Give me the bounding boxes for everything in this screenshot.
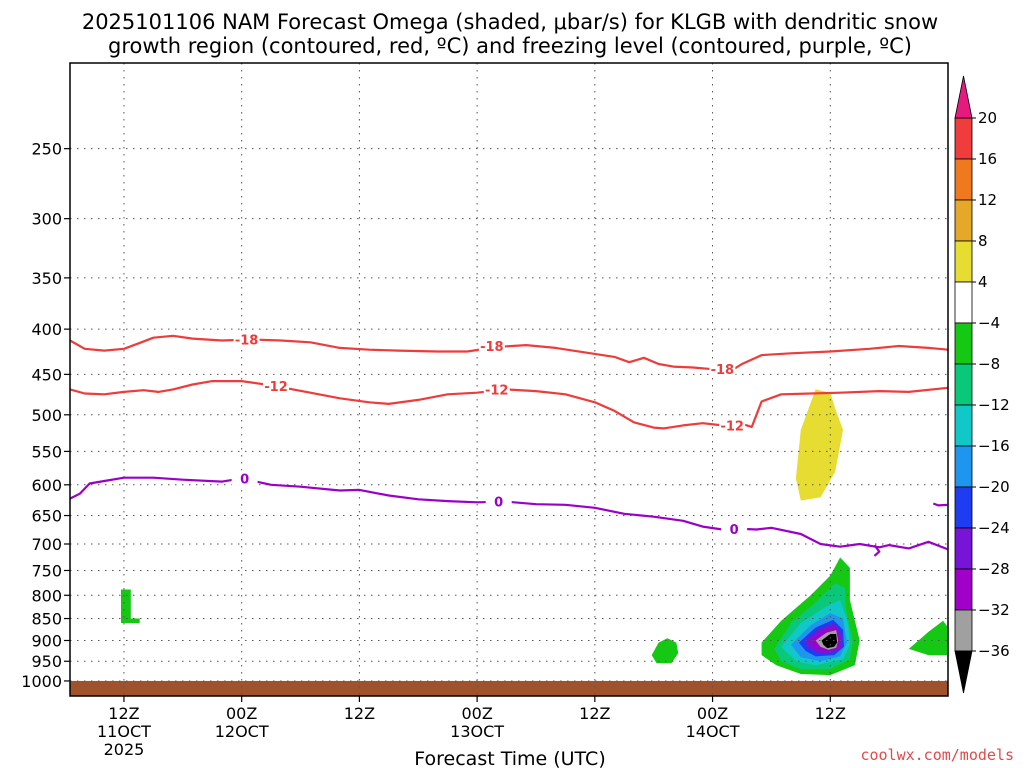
- colorbar-top-arrow: [954, 75, 973, 119]
- colorbar-bin--36-to--32: [954, 609, 973, 652]
- colorbar-tick-label-11: −28: [978, 560, 1010, 578]
- chart-title-line1: 2025101106 NAM Forecast Omega (shaded, μ…: [82, 10, 938, 34]
- freezing-fragment-left: [873, 544, 881, 557]
- colorbar-tick-label-2: 12: [978, 191, 997, 209]
- colorbar-bin-16-to-20: [954, 117, 973, 160]
- freezing-fragment-right: [932, 502, 949, 507]
- colorbar-tick-label-3: 8: [978, 232, 988, 250]
- x-axis-title: Forecast Time (UTC): [414, 748, 605, 768]
- colorbar-bin-4-to-8: [954, 240, 973, 283]
- y-tick-label-500: 500: [31, 406, 62, 425]
- pressure-axis: 250 300 350 400 450 500 550 600 650 700 750 800 850 9…: [21, 140, 70, 691]
- contour-label-dgz-minus18-2: -18: [711, 363, 735, 378]
- gridlines: [70, 63, 948, 696]
- ground-surface: [70, 680, 948, 696]
- omega-region-minus4-patch: [651, 638, 679, 664]
- x-tick-label-60-line2: 14OCT: [686, 722, 740, 741]
- colorbar-tick-label-4: 4: [978, 273, 988, 291]
- omega-region-minus4-right: [908, 620, 948, 656]
- contour-label-bg: [478, 338, 505, 354]
- colorbar-tick-label-6: −8: [978, 355, 1000, 373]
- contour-dgz-minus12: [69, 380, 949, 430]
- contour-dgz-minus18: [69, 334, 949, 372]
- colorbar-bin--16-to--12: [954, 404, 973, 447]
- colorbar-bin--4-to-4: [954, 281, 973, 324]
- contour-label-bg: [709, 361, 736, 377]
- colorbar-tick-label-10: −24: [978, 519, 1010, 537]
- x-tick-label-12-line1: 00Z: [226, 704, 257, 723]
- colorbar-bin--20-to--16: [954, 445, 973, 488]
- x-tick-label-0-line3: 2025: [104, 740, 145, 759]
- y-tick-label-450: 450: [31, 365, 62, 384]
- y-tick-label-950: 950: [31, 652, 62, 671]
- contour-label-freezing-level-2: 0: [730, 523, 739, 538]
- y-tick-label-1000: 1000: [21, 672, 62, 691]
- ground-layer: [70, 680, 948, 696]
- chart-title-line2: growth region (contoured, red, ºC) and f…: [108, 34, 912, 58]
- contour-label-dgz-minus18-1: -18: [480, 340, 504, 355]
- x-tick-label-24-line1: 12Z: [344, 704, 375, 723]
- colorbar-tick-label-9: −20: [978, 478, 1010, 496]
- contour-label-bg: [483, 381, 510, 397]
- contour-label-dgz-minus12-0: -12: [264, 380, 288, 395]
- credit-text: coolwx.com/models: [860, 746, 1014, 764]
- colorbar-tick-label-7: −12: [978, 396, 1010, 414]
- colorbar-bin--28-to--24: [954, 527, 973, 570]
- omega-region-4-8: [795, 389, 843, 501]
- y-tick-label-250: 250: [31, 140, 62, 159]
- x-tick-label-12-line2: 12OCT: [215, 722, 269, 741]
- y-tick-label-300: 300: [31, 210, 62, 229]
- contour-label-bg: [719, 417, 746, 433]
- x-tick-label-48-line1: 12Z: [579, 704, 610, 723]
- y-tick-label-850: 850: [31, 610, 62, 629]
- y-tick-label-550: 550: [31, 442, 62, 461]
- x-tick-label-36-line1: 00Z: [461, 704, 492, 723]
- x-tick-label-60-line1: 00Z: [697, 704, 728, 723]
- colorbar-tick-label-0: 20: [978, 109, 997, 127]
- contour-label-freezing-level-0: 0: [240, 472, 249, 487]
- colorbar-bin--32-to--28: [954, 568, 973, 611]
- y-tick-label-800: 800: [31, 586, 62, 605]
- contour-label-dgz-minus12-1: -12: [485, 383, 509, 398]
- x-tick-label-36-line2: 13OCT: [450, 722, 504, 741]
- colorbar-tick-label-1: 16: [978, 150, 997, 168]
- colorbar: 20 16 12 8 4 −4 −8 −12 −16 −20 −24 −28 −32 −36: [954, 75, 1010, 694]
- y-tick-label-700: 700: [31, 535, 62, 554]
- contour-label-dgz-minus12-2: -12: [720, 419, 744, 434]
- y-tick-label-650: 650: [31, 507, 62, 526]
- omega-region-minus4-small-left: [121, 589, 140, 623]
- contour-label-dgz-minus18-0: -18: [235, 334, 259, 349]
- omega-region-below-minus36: [821, 634, 838, 649]
- y-tick-label-600: 600: [31, 476, 62, 495]
- y-tick-label-900: 900: [31, 631, 62, 650]
- contour-freezing-level: [69, 476, 949, 551]
- contour-label-freezing-level-1: 0: [494, 496, 503, 511]
- colorbar-bottom-arrow: [954, 650, 973, 694]
- y-tick-label-750: 750: [31, 561, 62, 580]
- colorbar-bin-12-to-16: [954, 158, 973, 201]
- contour-label-bg: [233, 331, 260, 347]
- colorbar-tick-label-13: −36: [978, 642, 1010, 660]
- colorbar-tick-label-8: −16: [978, 437, 1010, 455]
- x-tick-label-0-line2: 11OCT: [97, 722, 151, 741]
- y-tick-label-350: 350: [31, 269, 62, 288]
- plot-frame: [69, 62, 949, 697]
- omega-shading: [121, 389, 948, 676]
- colorbar-tick-label-12: −32: [978, 601, 1010, 619]
- colorbar-bin--12-to--8: [954, 363, 973, 406]
- contour-label-bg: [263, 378, 290, 394]
- y-tick-label-400: 400: [31, 320, 62, 339]
- contour-label-bg: [231, 470, 258, 486]
- colorbar-tick-label-5: −4: [978, 314, 1000, 332]
- colorbar-bin-8-to-12: [954, 199, 973, 242]
- contour-label-bg: [721, 520, 748, 536]
- colorbar-bin--8-to--4: [954, 322, 973, 365]
- contour-label-bg: [485, 493, 512, 509]
- colorbar-bin--24-to--20: [954, 486, 973, 529]
- x-tick-label-72-line1: 12Z: [815, 704, 846, 723]
- x-tick-label-0-line1: 12Z: [108, 704, 139, 723]
- contours: -18 -18 -18 -12 -12 -12 0 0 0: [69, 331, 949, 557]
